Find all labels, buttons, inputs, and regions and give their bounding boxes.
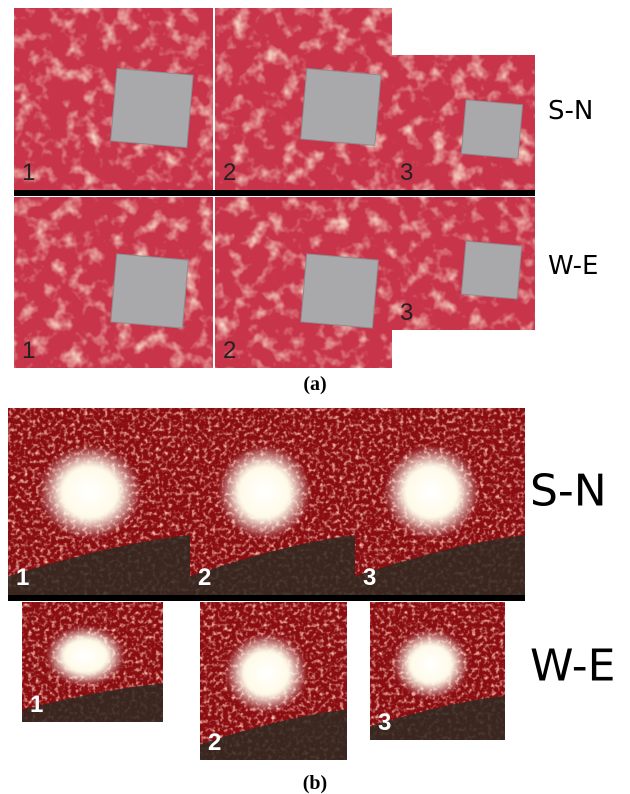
hot-spot (39, 445, 141, 539)
gray-block (111, 254, 188, 328)
photo: 2 (200, 602, 347, 760)
photo: 2 (190, 408, 355, 595)
photo-content (14, 8, 213, 190)
photo-content (392, 197, 535, 330)
photo: 1 (8, 408, 190, 595)
image-number: 3 (400, 159, 413, 186)
photo-content (190, 408, 355, 595)
figure: 1 2 3 S-N 1 2 3 W-E (a) 1 2 3 S-N 1 2 3 W-E (b) (0, 0, 630, 794)
photo: 3 (355, 408, 525, 595)
row-label: S-N (530, 465, 607, 516)
hot-spot (218, 445, 310, 539)
image-number: 2 (223, 337, 236, 364)
photo-content (215, 8, 392, 190)
hot-spot (393, 630, 469, 699)
photo: 1 (22, 602, 163, 722)
image-number: 1 (30, 691, 43, 718)
photo-content (8, 408, 190, 595)
hot-spot (384, 445, 479, 539)
hot-spot (225, 634, 307, 713)
image-number: 2 (198, 564, 211, 591)
photo-content (215, 197, 392, 368)
photo: 2 (215, 197, 392, 368)
row-label: W-E (548, 251, 598, 281)
gray-block (301, 254, 378, 328)
panel-caption: (a) (303, 373, 326, 395)
image-number: 2 (223, 159, 236, 186)
image-number: 1 (16, 564, 29, 591)
gray-block (461, 100, 522, 159)
row-label: S-N (548, 96, 593, 126)
image-number: 2 (208, 729, 221, 756)
photo: 1 (14, 8, 213, 190)
photo-content (355, 408, 525, 595)
photo: 3 (392, 197, 535, 330)
photo-content (14, 197, 213, 368)
hot-spot (46, 626, 125, 686)
photo: 3 (392, 55, 535, 190)
gray-block (301, 69, 381, 146)
photo-content (200, 602, 347, 760)
image-number: 3 (400, 299, 413, 326)
photo-content (392, 55, 535, 190)
photo: 1 (14, 197, 213, 368)
panel-caption: (b) (303, 772, 327, 794)
photo: 2 (215, 8, 392, 190)
image-number: 1 (22, 159, 35, 186)
photo: 3 (370, 602, 505, 740)
image-number: 3 (378, 709, 391, 736)
gray-block (111, 69, 193, 148)
row-label: W-E (530, 640, 615, 691)
image-number: 3 (363, 564, 376, 591)
gray-block (461, 241, 521, 299)
image-number: 1 (22, 337, 35, 364)
